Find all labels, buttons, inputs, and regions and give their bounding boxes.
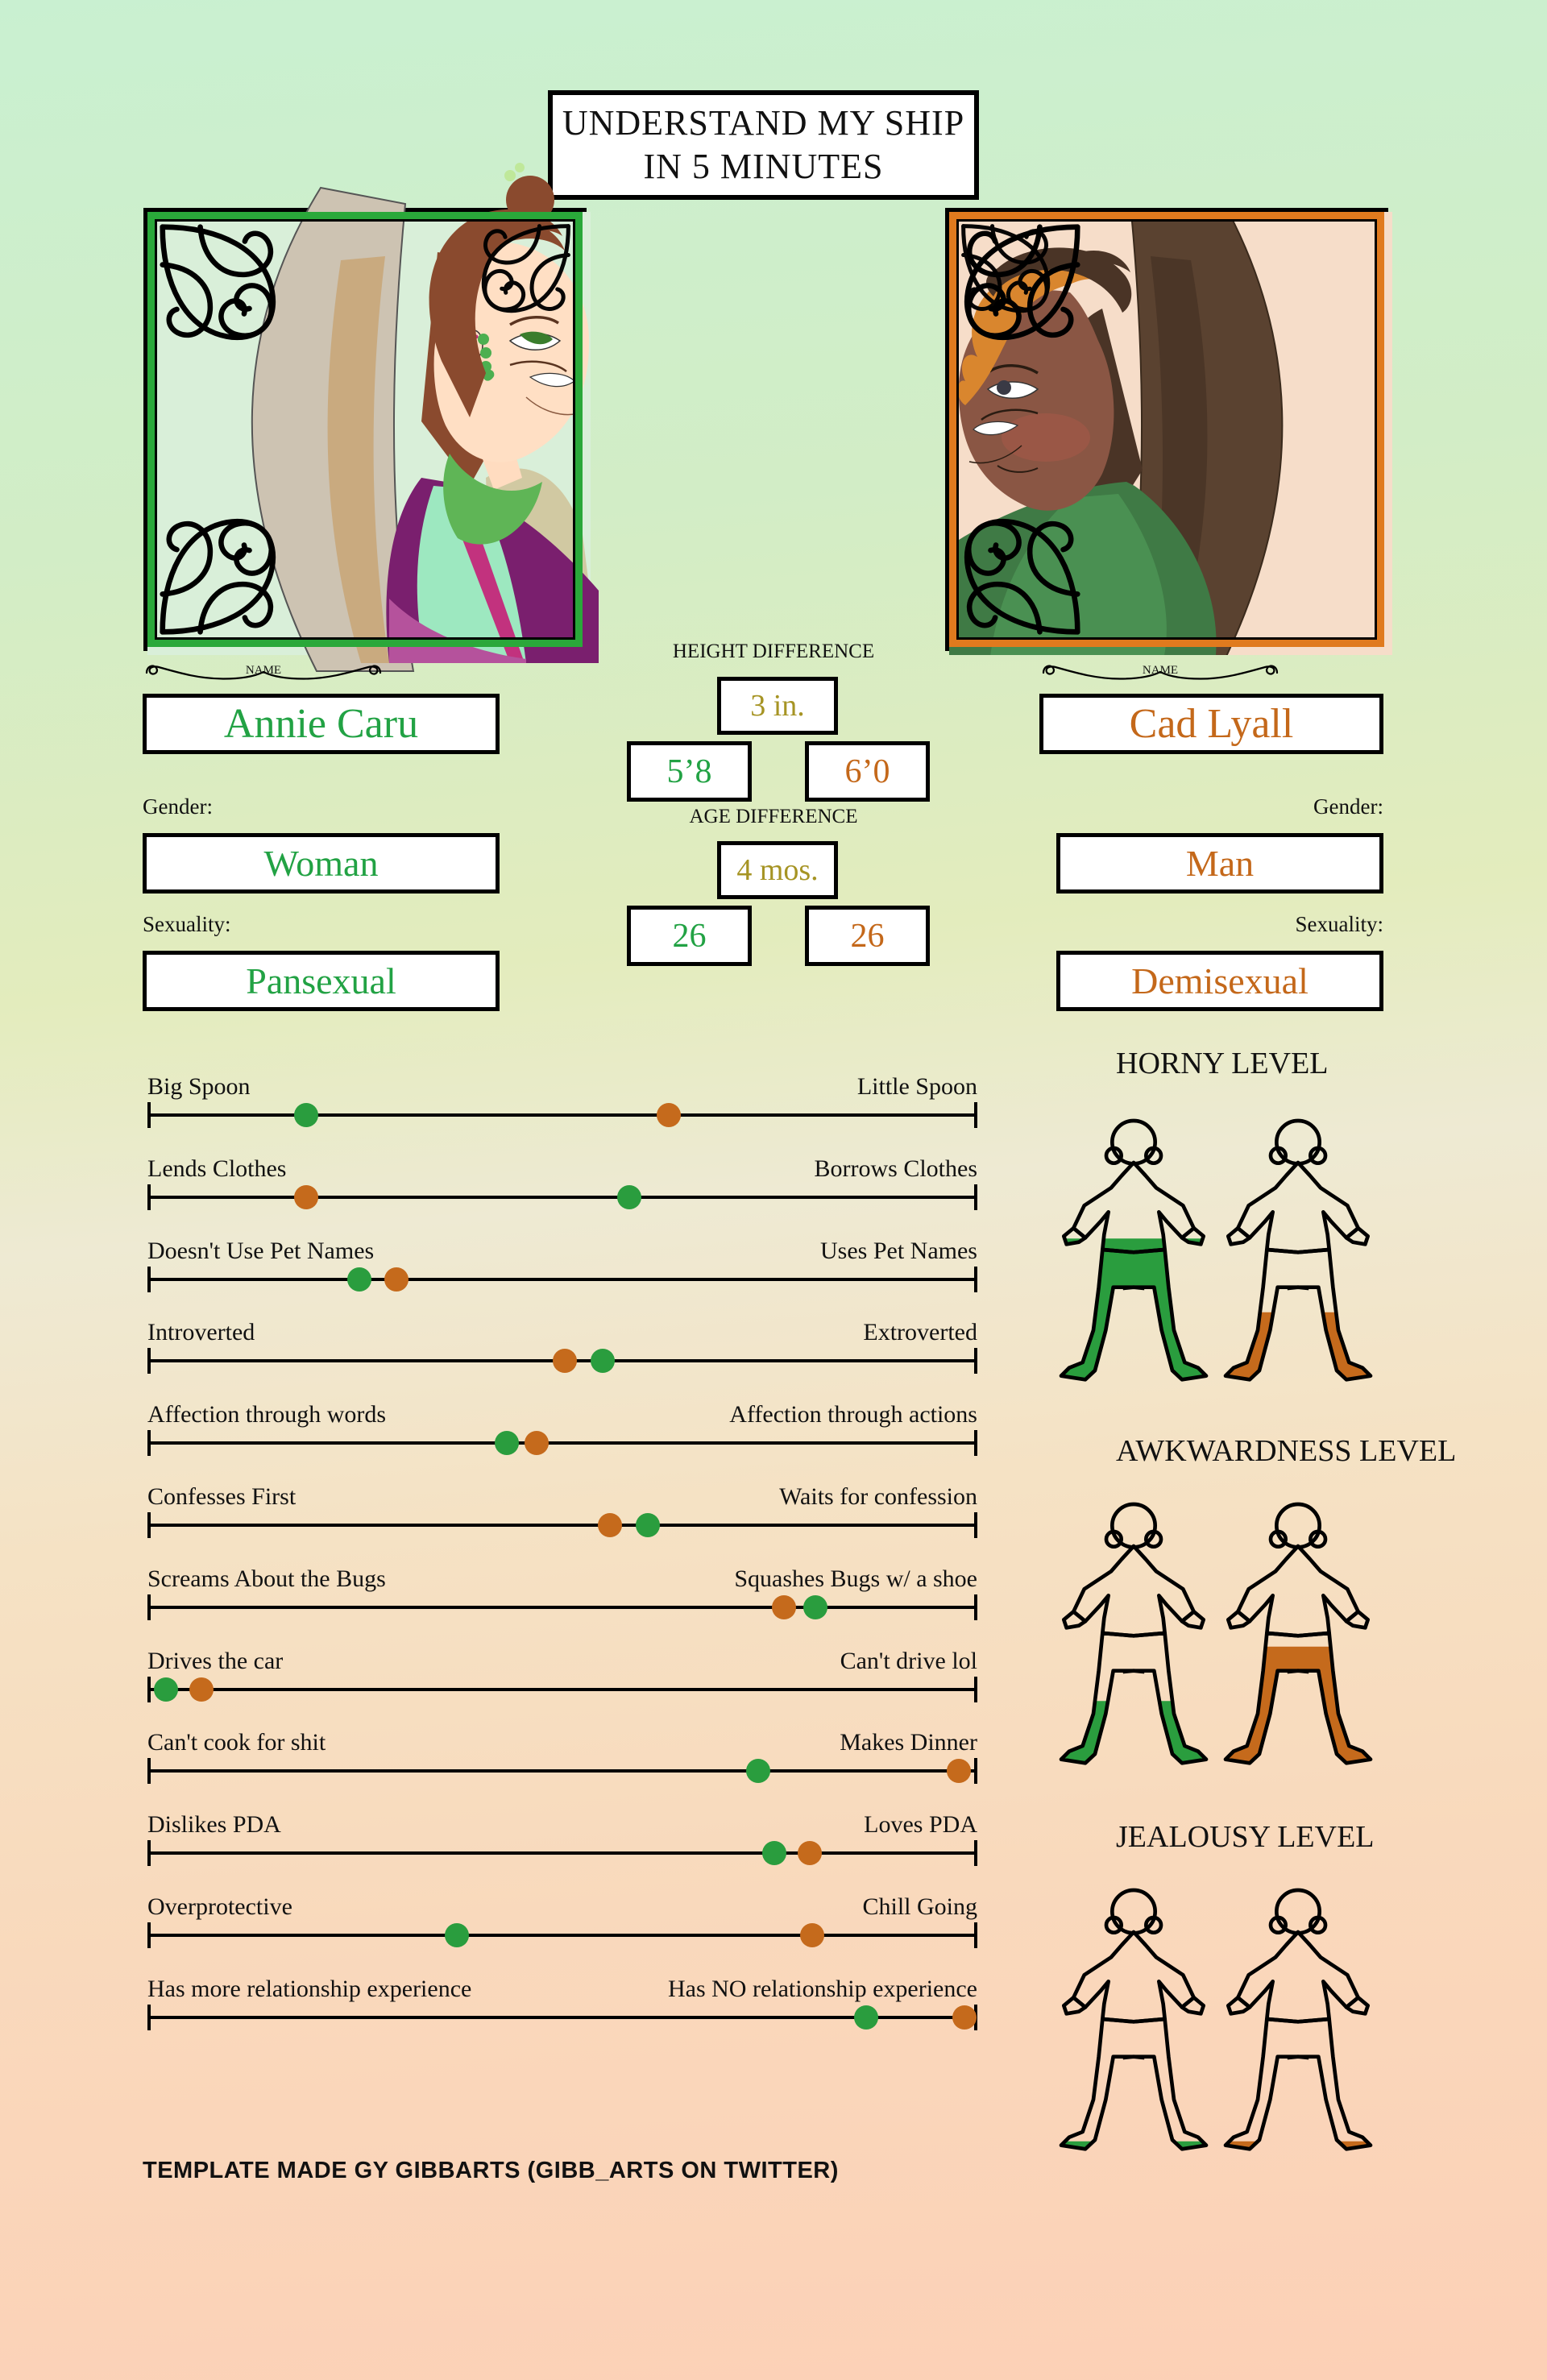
svg-text:NAME: NAME — [1143, 664, 1178, 677]
svg-text:NAME: NAME — [246, 664, 281, 677]
